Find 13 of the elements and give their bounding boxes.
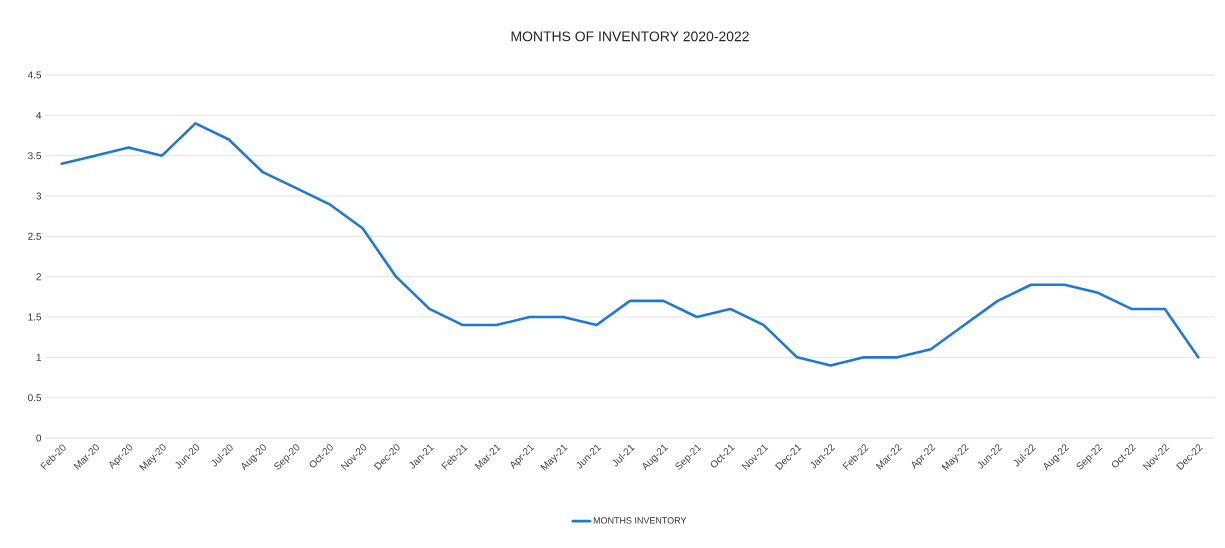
y-tick-label: 1 <box>36 353 41 361</box>
y-tick-label: 3.5 <box>28 152 42 160</box>
y-tick-label: 0 <box>36 434 42 442</box>
y-tick-label: 4.5 <box>27 71 42 79</box>
y-tick-label: 2 <box>36 273 41 281</box>
y-tick-label: 4 <box>36 111 42 119</box>
y-tick-label: 2.5 <box>28 232 42 240</box>
y-tick-label: 3 <box>36 192 42 200</box>
legend-label: MONTHS INVENTORY <box>593 517 687 524</box>
y-tick-label: 1.5 <box>28 313 42 321</box>
y-tick-label: 0.5 <box>28 394 42 402</box>
line-series <box>60 122 1200 367</box>
chart-title: MONTHS OF INVENTORY 2020-2022 <box>511 31 749 42</box>
